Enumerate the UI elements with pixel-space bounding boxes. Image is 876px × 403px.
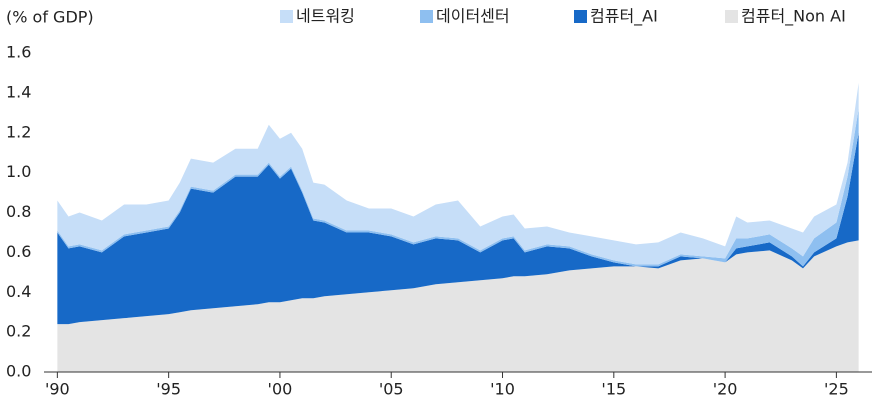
y-tick-label: 0.0	[6, 362, 31, 381]
legend-label: 네트워킹	[296, 7, 355, 26]
legend-swatch	[725, 10, 738, 23]
legend-label: 데이터센터	[436, 7, 510, 26]
y-tick-label: 0.2	[6, 322, 31, 341]
legend-swatch	[420, 10, 433, 23]
x-tick-label: '15	[601, 380, 626, 399]
y-tick-label: 0.8	[6, 202, 31, 221]
x-tick-label: '95	[156, 380, 181, 399]
y-tick-label: 1.4	[6, 82, 31, 101]
x-tick-label: '05	[379, 380, 404, 399]
area	[57, 82, 859, 265]
legend-label: 컴퓨터_Non AI	[741, 7, 846, 27]
legend-label: 컴퓨터_AI	[590, 7, 658, 27]
x-tick-label: '00	[268, 380, 293, 399]
y-tick-label: 0.4	[6, 282, 31, 301]
y-tick-label: 1.2	[6, 122, 31, 141]
legend-swatch	[280, 10, 293, 23]
x-tick-label: '10	[490, 380, 515, 399]
y-axis-label: (% of GDP)	[6, 8, 94, 27]
x-tick-label: '25	[824, 380, 849, 399]
area	[57, 240, 859, 372]
x-tick-label: '20	[713, 380, 738, 399]
area	[57, 108, 859, 267]
x-tick-label: '90	[45, 380, 70, 399]
y-tick-label: 1.6	[6, 43, 31, 62]
area	[57, 132, 859, 325]
y-tick-label: 1.0	[6, 162, 31, 181]
y-tick-label: 0.6	[6, 242, 31, 261]
legend-swatch	[574, 10, 587, 23]
